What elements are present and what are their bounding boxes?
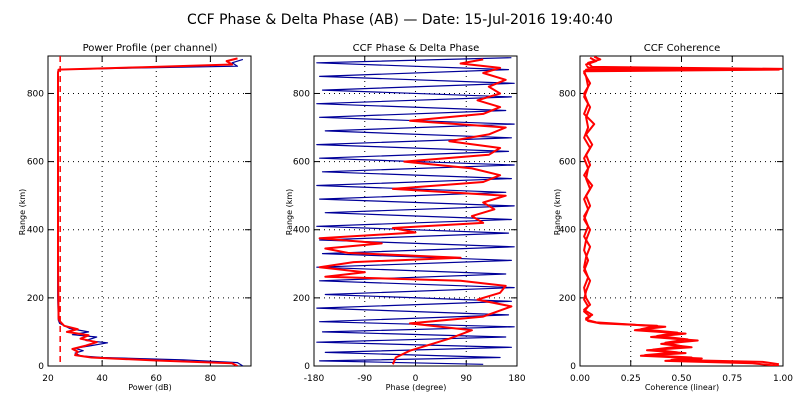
x-tick-label: 20 <box>42 374 54 384</box>
x-tick-label: 0.00 <box>570 374 590 384</box>
panel-ccf-phase: CCF Phase & Delta Phase Phase (degree) R… <box>285 43 526 392</box>
y-tick-label: 200 <box>293 294 310 304</box>
y-tick-label: 400 <box>559 226 576 236</box>
y-tick-label: 800 <box>27 89 44 99</box>
panel-title-power-profile: Power Profile (per channel) <box>83 43 218 54</box>
y-tick-label: 200 <box>27 294 44 304</box>
ylabel-ccf-phase: Range (km) <box>285 189 294 236</box>
y-tick-label: 0 <box>570 362 576 372</box>
series-line-power-profile-1 <box>57 57 238 366</box>
panel-title-ccf-phase: CCF Phase & Delta Phase <box>353 43 480 54</box>
series-line-ccf-phase-1 <box>318 58 513 365</box>
series-line-ccf-coherence-0 <box>583 56 783 366</box>
x-tick-label: 0 <box>413 374 419 384</box>
series-line-ccf-coherence-1 <box>583 56 780 366</box>
x-tick-label: 40 <box>96 374 108 384</box>
y-tick-label: 0 <box>38 362 44 372</box>
x-tick-label: 80 <box>205 374 217 384</box>
y-tick-label: 200 <box>559 294 576 304</box>
x-tick-label: 60 <box>151 374 163 384</box>
y-tick-label: 0 <box>304 362 310 372</box>
panel-ccf-coherence: CCF Coherence Coherence (linear) Range (… <box>553 43 793 392</box>
series-line-ccf-phase-0 <box>316 57 515 365</box>
y-tick-label: 800 <box>293 89 310 99</box>
panel-power-profile: Power Profile (per channel) Power (dB) R… <box>18 43 252 392</box>
y-tick-label: 600 <box>293 158 310 168</box>
xlabel-power-profile: Power (dB) <box>128 383 172 392</box>
ylabel-ccf-coherence: Range (km) <box>553 189 562 236</box>
x-tick-label: 0.25 <box>621 374 641 384</box>
ylabel-power-profile: Range (km) <box>18 189 27 236</box>
x-tick-label: -180 <box>304 374 325 384</box>
y-tick-label: 600 <box>559 158 576 168</box>
plot-frame-power-profile <box>47 55 252 367</box>
series-line-power-profile-0 <box>57 58 244 366</box>
y-tick-label: 800 <box>559 89 576 99</box>
y-tick-label: 400 <box>27 226 44 236</box>
y-tick-label: 400 <box>293 226 310 236</box>
figure-title: CCF Phase & Delta Phase (AB) — Date: 15-… <box>187 12 613 28</box>
x-tick-label: 180 <box>508 374 525 384</box>
x-tick-label: 0.75 <box>722 374 742 384</box>
xlabel-ccf-phase: Phase (degree) <box>386 383 447 392</box>
x-tick-label: 1.00 <box>773 374 793 384</box>
x-tick-label: 0.50 <box>671 374 691 384</box>
panel-title-ccf-coherence: CCF Coherence <box>644 43 721 54</box>
y-tick-label: 600 <box>27 158 44 168</box>
x-tick-label: -90 <box>357 374 372 384</box>
xlabel-ccf-coherence: Coherence (linear) <box>645 383 719 392</box>
x-tick-label: 90 <box>461 374 473 384</box>
